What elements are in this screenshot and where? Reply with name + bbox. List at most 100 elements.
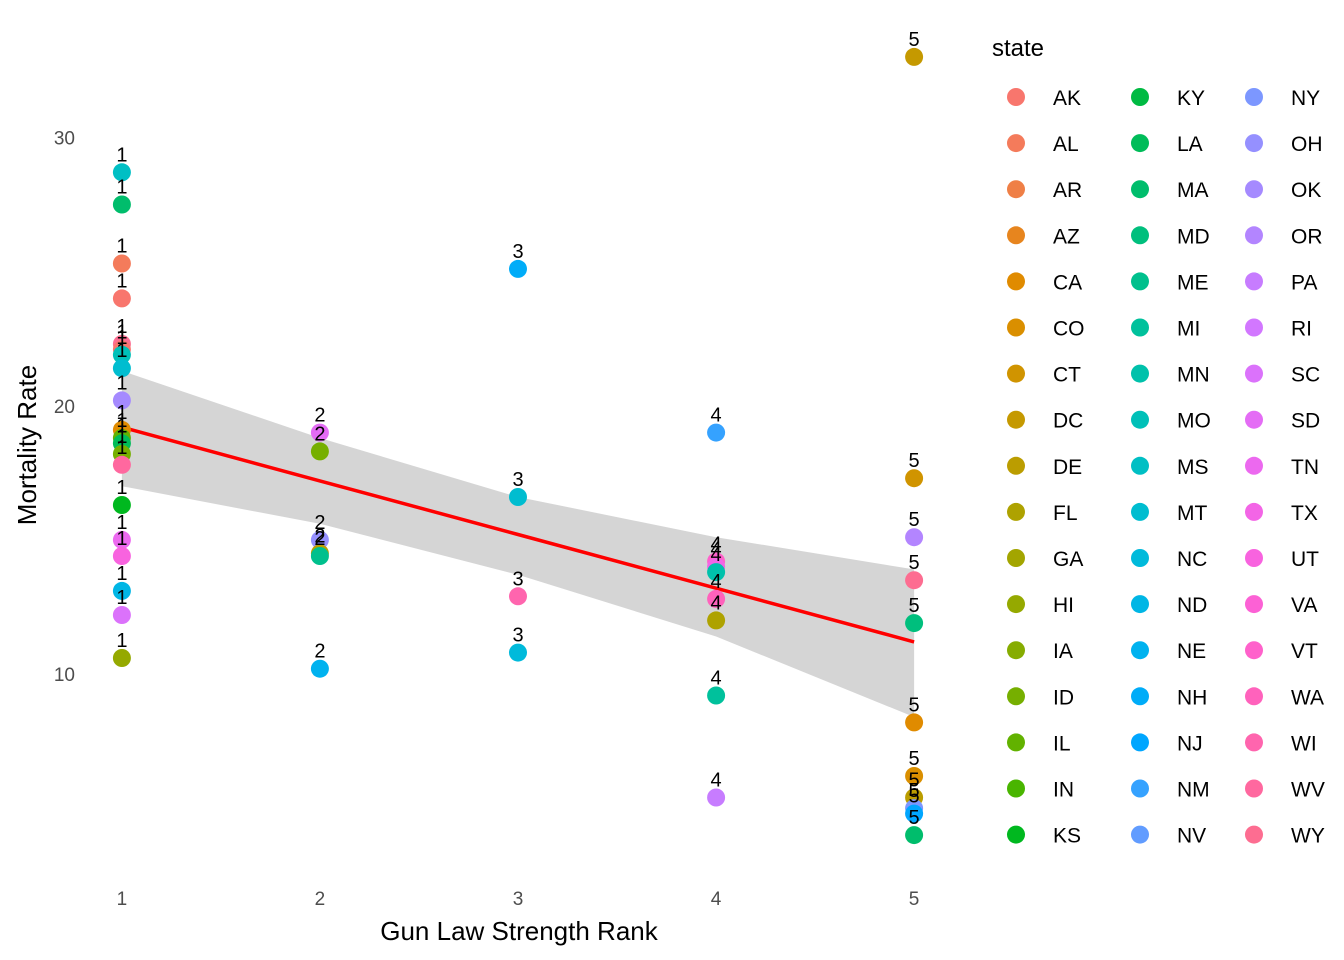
data-point — [905, 47, 924, 66]
legend-key — [1007, 779, 1025, 798]
legend-label: MD — [1177, 225, 1210, 248]
data-point — [112, 606, 131, 624]
data-point — [905, 826, 924, 845]
x-tick-label: 2 — [315, 889, 326, 910]
data-point — [310, 423, 329, 442]
legend-key — [1131, 687, 1149, 706]
point-label: 4 — [711, 571, 722, 593]
legend-key — [1007, 549, 1025, 567]
legend-label: NM — [1177, 779, 1210, 802]
legend-label: AK — [1053, 87, 1081, 110]
legend-label: HI — [1053, 594, 1074, 617]
point-label: 1 — [116, 144, 127, 166]
legend-label: IL — [1053, 732, 1071, 755]
point-label: 5 — [909, 595, 920, 617]
legend-key — [1245, 549, 1263, 567]
point-label: 2 — [314, 423, 325, 445]
legend-label: OR — [1291, 225, 1323, 248]
legend-key — [1007, 687, 1025, 706]
point-label: 1 — [116, 477, 127, 499]
point-label: 2 — [314, 528, 325, 550]
legend-key — [1131, 410, 1149, 429]
legend-key — [1007, 180, 1025, 199]
data-point — [707, 563, 726, 582]
legend-key — [1007, 502, 1025, 521]
y-axis-ticks: 10 20 30 — [54, 128, 75, 686]
point-label: 3 — [512, 469, 523, 491]
point-label: 1 — [116, 426, 127, 448]
data-point — [509, 587, 527, 606]
legend-key — [1131, 549, 1149, 567]
point-label: 5 — [909, 29, 920, 51]
point-label: 1 — [116, 630, 127, 652]
legend-key — [1245, 502, 1263, 521]
y-tick-label: 20 — [54, 397, 75, 418]
point-label: 1 — [116, 587, 127, 609]
legend-key — [1131, 226, 1149, 245]
legend-label: DE — [1053, 456, 1082, 479]
point-label: 3 — [512, 241, 523, 263]
legend-key — [1007, 318, 1025, 337]
data-points-layer — [112, 47, 924, 845]
x-tick-label: 3 — [513, 889, 524, 910]
legend-label: VA — [1291, 594, 1317, 617]
legend-label: DC — [1053, 410, 1083, 433]
data-point — [509, 643, 527, 662]
legend-label: WY — [1291, 825, 1325, 848]
point-label: 2 — [314, 405, 325, 427]
legend-key — [1007, 595, 1025, 614]
legend-key — [1131, 364, 1149, 383]
legend-label: NE — [1177, 640, 1206, 663]
legend-label: AR — [1053, 179, 1082, 202]
legend-label: MT — [1177, 502, 1207, 525]
legend-label: NC — [1177, 548, 1207, 571]
data-point — [112, 455, 131, 474]
legend-key — [1245, 364, 1263, 383]
legend-label: RI — [1291, 318, 1312, 341]
point-label: 5 — [909, 509, 920, 531]
point-label: 1 — [116, 270, 127, 292]
legend-key — [1007, 88, 1025, 106]
legend: state AK AL AR AZ CA CO CT DC DE FL GA HI IA ID IL IN KS… — [992, 35, 1325, 848]
point-label: 3 — [512, 568, 523, 590]
x-tick-label: 4 — [711, 889, 722, 910]
legend-label: GA — [1053, 548, 1083, 571]
x-axis-title: Gun Law Strength Rank — [380, 916, 658, 946]
point-label: 4 — [711, 544, 722, 566]
data-point — [112, 345, 131, 364]
data-point — [112, 391, 131, 410]
legend-label: ID — [1053, 686, 1074, 709]
data-point — [707, 788, 726, 807]
legend-key — [1245, 733, 1263, 752]
x-tick-label: 1 — [117, 889, 128, 910]
legend-label: NV — [1177, 825, 1206, 848]
confidence-band — [121, 370, 915, 717]
y-tick-label: 10 — [54, 665, 75, 686]
legend-key — [1245, 779, 1263, 798]
legend-title: state — [992, 35, 1044, 62]
data-point — [905, 571, 924, 590]
data-point — [905, 528, 924, 547]
data-point — [905, 614, 924, 633]
legend-label: UT — [1291, 548, 1319, 571]
point-labels-layer: 1111111111111111111122222233334444444455… — [116, 29, 919, 829]
legend-key — [1131, 134, 1149, 153]
point-label: 5 — [909, 450, 920, 472]
y-tick-label: 30 — [54, 128, 75, 149]
legend-label: ME — [1177, 271, 1209, 294]
legend-label: ND — [1177, 594, 1207, 617]
data-point — [112, 163, 131, 182]
legend-key — [1131, 272, 1149, 291]
point-label: 5 — [909, 748, 920, 770]
legend-label: FL — [1053, 502, 1078, 525]
legend-label: AZ — [1053, 225, 1080, 248]
legend-items: AK AL AR AZ CA CO CT DC DE FL GA HI IA ID IL IN KS KY LA MA… — [1007, 87, 1325, 848]
data-point — [112, 289, 131, 308]
data-point — [310, 547, 329, 565]
legend-label: WA — [1291, 686, 1324, 709]
legend-label: TN — [1291, 456, 1319, 479]
point-label: 2 — [314, 641, 325, 663]
legend-label: MA — [1177, 179, 1209, 202]
point-label: 1 — [116, 340, 127, 362]
legend-key — [1245, 687, 1263, 706]
